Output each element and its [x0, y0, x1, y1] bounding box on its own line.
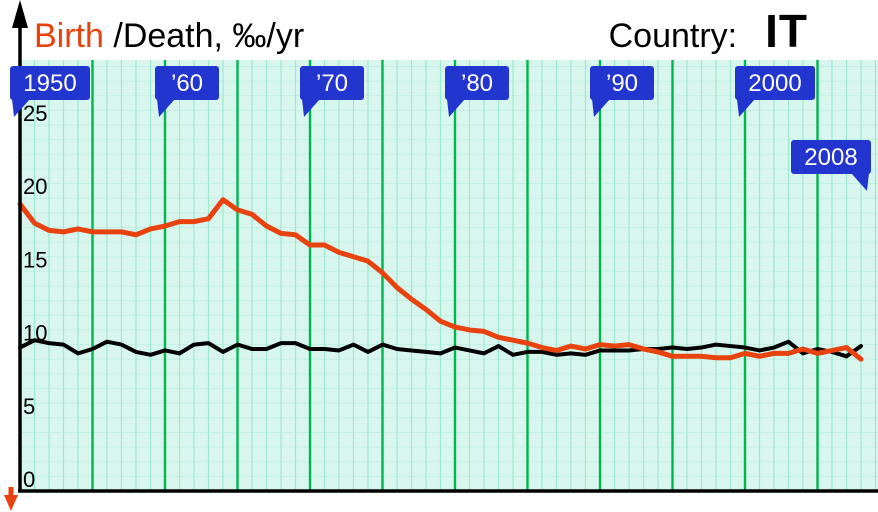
flag-2000: 2000 — [735, 66, 815, 117]
flag-box — [791, 140, 871, 174]
y-tick-label: 5 — [23, 394, 35, 419]
flag-box — [445, 66, 509, 100]
flag-1990: ’90 — [590, 66, 654, 117]
title-birth-label: Birth — [34, 17, 104, 55]
flag-pointer — [12, 99, 30, 117]
flag-label: ’90 — [606, 70, 638, 97]
flag-box — [10, 66, 90, 100]
flag-1980: ’80 — [445, 66, 509, 117]
country-label: Country: — [608, 17, 738, 55]
y-tick-label: 15 — [23, 247, 47, 272]
flag-pointer — [157, 99, 175, 117]
plot-background — [20, 60, 878, 491]
birth-line — [17, 197, 864, 362]
flag-pointer — [851, 173, 869, 191]
flag-box — [155, 66, 219, 100]
flag-label: ’80 — [461, 70, 493, 97]
y-axis-arrow-icon — [12, 0, 28, 28]
flag-box — [300, 66, 364, 100]
flag-label: ’60 — [171, 70, 203, 97]
title-death-units-label: /Death, ‰/yr — [103, 17, 305, 55]
flag-box — [590, 66, 654, 100]
flag-1970: ’70 — [300, 66, 364, 117]
country-value: IT — [765, 5, 808, 57]
flag-pointer — [737, 99, 755, 117]
flag-pointer — [447, 99, 465, 117]
flag-label: 1950 — [23, 70, 76, 97]
flag-box — [735, 66, 815, 100]
red-axis-arrow-icon — [4, 495, 18, 511]
flag-pointer — [592, 99, 610, 117]
death-line — [18, 338, 863, 359]
y-tick-label: 10 — [23, 321, 47, 346]
flag-label: 2008 — [804, 144, 857, 171]
y-tick-label: 20 — [23, 174, 47, 199]
y-tick-label: 0 — [23, 467, 35, 492]
y-tick-label: 25 — [23, 101, 47, 126]
chart-title: Birth /Death, ‰/yr Country: IT — [34, 4, 808, 58]
flag-pointer — [302, 99, 320, 117]
flag-1960: ’60 — [155, 66, 219, 117]
flag-2008: 2008 — [791, 140, 871, 191]
flag-1950: 1950 — [10, 66, 90, 117]
flag-label: 2000 — [748, 70, 801, 97]
flag-label: ’70 — [316, 70, 348, 97]
